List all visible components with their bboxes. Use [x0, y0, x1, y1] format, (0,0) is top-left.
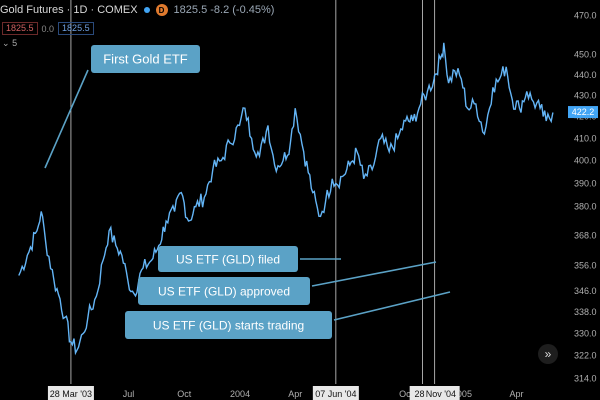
sell-button[interactable]: 1825.5 [2, 22, 38, 35]
callout-box [91, 45, 200, 73]
last-price-change: 1825.5 -8.2 (-0.45%) [173, 4, 275, 16]
indicator-count: 5 [12, 38, 18, 48]
callout-label: US ETF (GLD) approved [158, 284, 290, 298]
callout-label: US ETF (GLD) starts trading [153, 318, 304, 332]
x-tick-label: Apr [288, 389, 302, 399]
callout-box [138, 277, 310, 305]
x-tick-label: 2004 [230, 389, 250, 399]
y-tick-label: 410.0 [574, 133, 597, 143]
y-tick-label: 356.0 [574, 260, 597, 270]
highlighted-date-box [412, 386, 427, 400]
highlighted-date-label: 28 [415, 389, 425, 399]
callout-leader-line [333, 291, 451, 321]
chevron-down-icon: ⌄ [2, 38, 10, 48]
price-series-line [18, 42, 554, 356]
y-tick-label: 368.0 [574, 231, 597, 241]
scroll-to-realtime-button[interactable]: » [538, 344, 558, 364]
trade-buttons: 1825.5 0.0 1825.5 [2, 22, 94, 35]
highlighted-date-label: 28 Mar '03 [50, 389, 92, 399]
symbol-title[interactable]: Gold Futures · 1D · COMEX [0, 4, 138, 16]
spread-value: 0.0 [41, 23, 55, 34]
current-price-tag [568, 106, 598, 119]
x-tick-label: 2005 [452, 389, 472, 399]
callout-box [125, 311, 332, 339]
callout-leader-line [44, 69, 89, 169]
x-tick-label: Apr [509, 389, 523, 399]
x-tick-label: Oct [399, 389, 414, 399]
y-tick-label: 380.0 [574, 202, 597, 212]
buy-button[interactable]: 1825.5 [58, 22, 94, 35]
y-tick-label: 470.0 [574, 11, 597, 21]
x-tick-label: Oct [177, 389, 192, 399]
y-tick-label: 390.0 [574, 178, 597, 188]
y-tick-label: 440.0 [574, 70, 597, 80]
y-tick-label: 322.0 [574, 351, 597, 361]
callout-label: US ETF (GLD) filed [176, 252, 280, 266]
double-chevron-right-icon: » [544, 347, 552, 361]
y-tick-label: 330.0 [574, 329, 597, 339]
highlighted-date-box [47, 386, 94, 400]
y-tick-label: 430.0 [574, 91, 597, 101]
callout-leader-line [311, 261, 437, 287]
y-tick-label: 400.0 [574, 156, 597, 166]
callout-box [158, 246, 298, 272]
delayed-data-badge[interactable]: D [155, 4, 168, 16]
market-status-dot-icon [143, 7, 150, 13]
highlighted-date-label: 07 Jun '04 [315, 389, 356, 399]
current-price-label: 422.2 [572, 107, 595, 117]
symbol-header: Gold Futures · 1D · COMEX D 1825.5 -8.2 … [0, 3, 274, 17]
y-tick-label: 314.0 [574, 373, 597, 383]
x-tick-label: Jul [123, 389, 135, 399]
y-tick-label: 338.0 [574, 307, 597, 317]
highlighted-date-box [312, 386, 359, 400]
y-tick-label: 346.0 [574, 286, 597, 296]
callout-label: First Gold ETF [103, 52, 188, 67]
highlighted-date-label: 17 Nov '04 [413, 389, 456, 399]
indicators-toggle[interactable]: ⌄ 5 [2, 38, 17, 49]
y-tick-label: 450.0 [574, 50, 597, 60]
